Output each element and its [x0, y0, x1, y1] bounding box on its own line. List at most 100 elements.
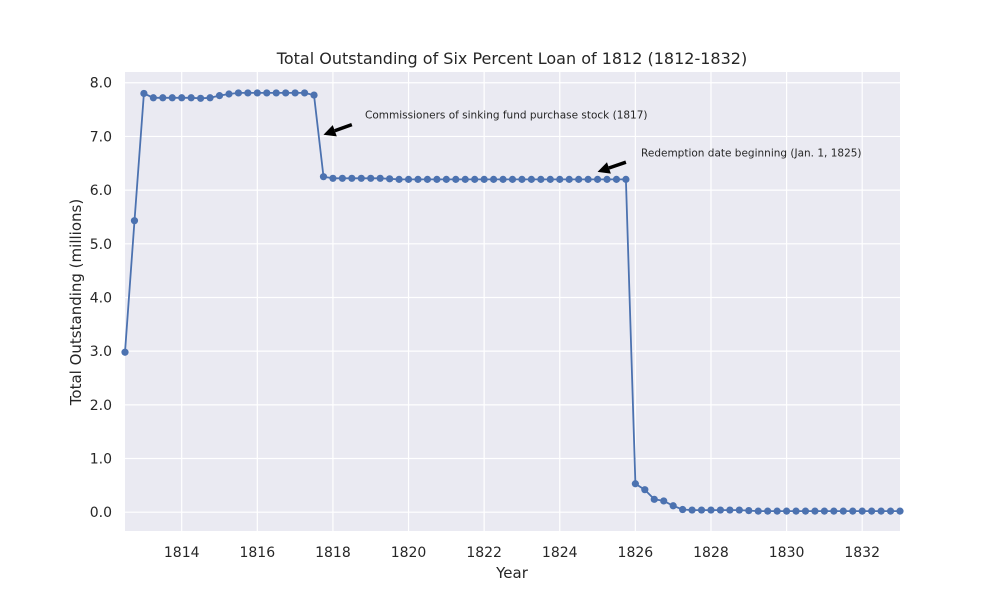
data-point: [669, 502, 677, 510]
data-point: [480, 175, 488, 183]
data-point: [329, 174, 337, 182]
chart-title: Total Outstanding of Six Percent Loan of…: [276, 49, 747, 68]
data-point: [707, 506, 715, 514]
annotation-arrow: [334, 122, 353, 133]
data-point: [253, 89, 261, 97]
data-point: [612, 175, 621, 183]
data-point: [386, 175, 394, 183]
data-point: [168, 94, 176, 102]
data-point: [726, 506, 734, 514]
data-point: [575, 175, 583, 183]
data-point: [319, 173, 328, 181]
tick-labels: 1814 1816 1818 1820 1822 1824 1826 1828 1830 1832…: [90, 76, 880, 561]
data-point: [603, 175, 611, 183]
y-tick-label: 8.0: [90, 76, 112, 92]
data-point: [773, 507, 781, 515]
x-tick-label: 1814: [164, 545, 200, 561]
data-point: [300, 89, 309, 97]
data-point: [206, 94, 214, 102]
data-point: [461, 175, 469, 183]
x-tick-label: 1816: [239, 545, 275, 561]
data-point: [537, 175, 545, 183]
annotation-arrowhead: [323, 125, 337, 137]
x-axis-label: Year: [495, 564, 529, 582]
y-tick-label: 6.0: [90, 183, 112, 199]
data-point: [546, 175, 554, 183]
x-tick-label: 1820: [391, 545, 427, 561]
data-point: [404, 175, 413, 183]
data-point: [140, 89, 148, 98]
data-point: [272, 89, 280, 97]
data-point: [811, 507, 819, 515]
data-point: [782, 507, 791, 515]
data-point: [518, 175, 526, 183]
data-point: [527, 175, 536, 183]
data-point: [159, 94, 167, 102]
data-point: [244, 89, 252, 97]
x-tick-label: 1826: [618, 545, 654, 561]
y-tick-label: 3.0: [90, 344, 112, 360]
data-point: [367, 174, 375, 182]
data-point: [565, 175, 573, 183]
data-point: [178, 94, 186, 102]
data-point: [593, 175, 602, 183]
data-point: [688, 506, 696, 514]
annotation-arrowhead: [597, 162, 611, 174]
data-point: [735, 506, 743, 514]
data-point: [489, 175, 498, 183]
data-point: [414, 175, 422, 183]
data-point: [442, 175, 450, 183]
y-axis-label: Total Outstanding (millions): [67, 199, 85, 406]
x-tick-label: 1824: [542, 545, 578, 561]
data-point: [225, 90, 233, 98]
data-point: [820, 507, 828, 515]
y-tick-label: 5.0: [90, 237, 112, 253]
data-point: [764, 507, 772, 515]
data-point: [338, 174, 346, 182]
data-point: [234, 89, 243, 97]
data-point: [499, 175, 507, 183]
data-point: [896, 507, 904, 515]
data-point: [679, 505, 687, 514]
data-point: [357, 174, 365, 182]
data-point: [376, 174, 384, 182]
data-point: [556, 175, 564, 183]
annotations: Commissioners of sinking fund purchase s…: [323, 110, 862, 174]
data-point: [858, 507, 866, 515]
data-point: [508, 175, 517, 183]
y-tick-label: 4.0: [90, 290, 112, 306]
x-tick-label: 1822: [466, 545, 502, 561]
data-point: [716, 506, 725, 514]
data-point: [792, 507, 800, 515]
data-point: [197, 94, 205, 102]
data-point: [839, 507, 847, 515]
data-point: [121, 348, 129, 356]
y-tick-label: 7.0: [90, 129, 112, 145]
data-point: [801, 507, 810, 515]
data-point: [830, 507, 838, 515]
x-tick-label: 1830: [769, 545, 805, 561]
data-point: [291, 89, 299, 97]
y-tick-label: 2.0: [90, 398, 112, 414]
data-point: [452, 175, 460, 183]
data-point: [660, 497, 668, 505]
annotation-label: Redemption date beginning (Jan. 1, 1825): [641, 147, 862, 159]
annotation-label: Commissioners of sinking fund purchase s…: [365, 110, 647, 122]
data-series: [121, 89, 904, 515]
data-point: [745, 507, 753, 515]
data-point: [754, 507, 762, 515]
annotation-arrow: [608, 160, 627, 170]
data-point: [348, 174, 356, 182]
data-point: [584, 175, 592, 183]
data-point: [263, 89, 271, 97]
data-point: [433, 175, 441, 183]
data-point: [215, 92, 224, 100]
data-point: [130, 217, 139, 225]
y-tick-label: 1.0: [90, 452, 112, 468]
data-point: [395, 175, 403, 183]
x-tick-label: 1818: [315, 545, 351, 561]
data-point: [149, 94, 157, 102]
x-tick-label: 1832: [844, 545, 880, 561]
data-point: [282, 89, 290, 97]
